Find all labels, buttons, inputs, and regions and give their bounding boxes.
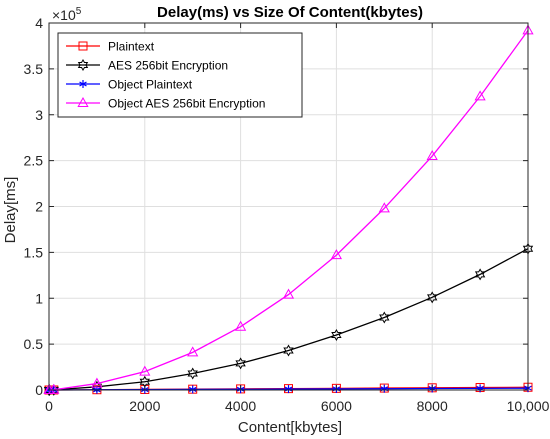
data-point: [79, 80, 87, 88]
data-point: [188, 385, 197, 394]
legend-label: Plaintext: [108, 40, 155, 54]
y-tick-label: 0: [35, 382, 43, 398]
legend-item: Object Plaintext: [66, 78, 193, 92]
y-tick-label: 1: [35, 290, 43, 306]
data-point: [283, 344, 294, 357]
data-point: [427, 291, 438, 304]
x-axis-title: Content[kbytes]: [238, 419, 342, 436]
data-point: [187, 367, 198, 380]
data-point: [426, 150, 438, 161]
y-tick-label: 3: [35, 107, 43, 123]
data-point: [474, 90, 486, 101]
data-point: [330, 249, 343, 260]
legend-item: AES 256bit Encryption: [66, 59, 228, 73]
legend: Plaintext AES 256bit Encryption Object Pla…: [57, 32, 303, 118]
data-point: [139, 365, 151, 376]
x-tick-label: 2000: [129, 398, 160, 414]
ticks: 0 2000 4000 6000 8000 10,000 0 0.5 1 1.5 2 2.5 3 3.5 4: [24, 15, 550, 414]
data-point: [235, 357, 246, 370]
chart-title: Delay(ms) vs Size Of Content(kbytes): [157, 4, 423, 21]
data-point: [331, 328, 342, 341]
legend-label: Object AES 256bit Encryption: [108, 97, 265, 111]
data-point: [187, 346, 199, 357]
data-point: [77, 96, 89, 107]
y-exponent-label: ×105: [52, 6, 82, 23]
data-point: [78, 41, 88, 51]
x-tick-label: 0: [45, 398, 53, 414]
y-tick-label: 3.5: [24, 61, 44, 77]
legend-item: Object AES 256bit Encryption: [66, 97, 265, 111]
legend-box: [57, 32, 303, 118]
data-point: [77, 59, 89, 71]
y-axis-title: Delay[ms]: [2, 177, 19, 244]
data-point: [48, 383, 60, 394]
legend-label: Object Plaintext: [108, 78, 193, 92]
y-tick-label: 2: [35, 199, 43, 215]
data-point: [379, 311, 390, 324]
y-tick-label: 4: [35, 15, 43, 31]
legend-label: AES 256bit Encryption: [108, 59, 228, 73]
data-point: [91, 377, 103, 388]
data-point: [282, 288, 295, 299]
y-tick-label: 2.5: [24, 153, 44, 169]
data-point: [378, 202, 390, 213]
legend-item: Plaintext: [66, 40, 155, 54]
data-point: [234, 320, 247, 331]
y-tick-label: 1.5: [24, 244, 44, 260]
y-tick-label: 0.5: [24, 336, 44, 352]
x-tick-label: 8000: [417, 398, 448, 414]
x-tick-label: 4000: [225, 398, 256, 414]
x-tick-label: 10,000: [507, 398, 550, 414]
x-tick-label: 6000: [321, 398, 352, 414]
data-point: [474, 268, 486, 281]
